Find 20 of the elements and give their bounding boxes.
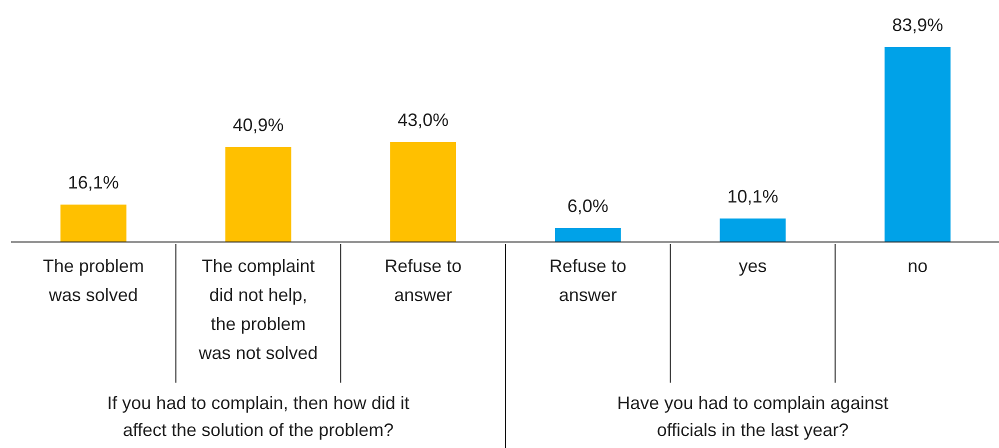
data-label: 16,1% [68,172,119,193]
data-label: 43,0% [398,110,449,130]
x-tick-label: The complaint did not help, the problem was not solved [198,256,318,363]
bar [225,146,292,242]
x-tick-label: The problem was solved [42,256,144,305]
bar [390,142,456,242]
data-label: 83,9% [892,15,944,35]
x-tick-label: yes [738,256,767,276]
bar [884,47,951,242]
x-tick-label: Refuse to answer [384,256,462,305]
bar [720,218,786,242]
bar [60,204,126,242]
x-tick-label: no [908,256,928,276]
data-label: 10,1% [727,186,778,207]
data-label: 6,0% [567,196,608,216]
text: If you had to complain, then how did it affect the solution of the problem? [107,392,410,440]
data-label: 40,9% [232,114,284,135]
x-tick-label: Refuse to answer [549,256,626,305]
text: Have you had to complain against officials in the last year? [617,392,888,440]
bar [554,228,621,242]
